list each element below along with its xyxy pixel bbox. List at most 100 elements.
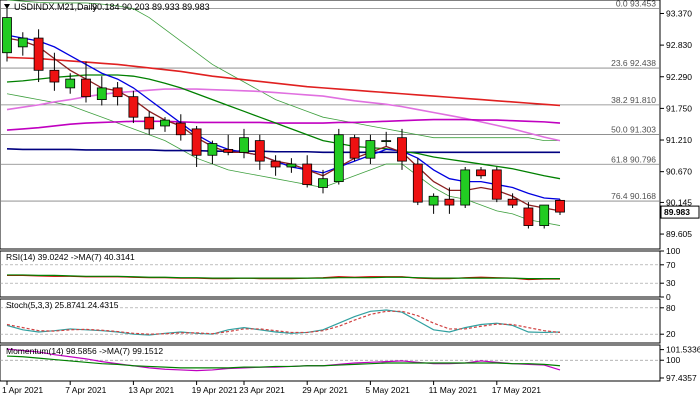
candle bbox=[191, 125, 202, 167]
moving-average-line bbox=[6, 118, 561, 131]
bearish-candle-body bbox=[254, 140, 265, 162]
candle bbox=[239, 128, 249, 159]
price-tick-label: 91.750 bbox=[666, 103, 692, 113]
indicator-panel-frame bbox=[0, 298, 661, 344]
time-tick-label: 5 May 2021 bbox=[365, 385, 410, 395]
bullish-candle-body bbox=[65, 78, 76, 89]
indicator-tick-label: 20 bbox=[666, 329, 676, 339]
candle bbox=[81, 61, 91, 103]
stochastic-panel[interactable]: Stoch(5,3,3) 25.8741 24.4315 80 20 bbox=[0, 298, 676, 344]
price-tick-label: 92.290 bbox=[666, 72, 692, 82]
candle bbox=[270, 155, 281, 176]
bullish-candle-body bbox=[286, 163, 297, 168]
bearish-candle-body bbox=[523, 207, 534, 226]
bearish-candle-body bbox=[191, 128, 202, 156]
bearish-candle-body bbox=[397, 137, 407, 162]
candle bbox=[507, 193, 518, 208]
candle bbox=[302, 155, 313, 188]
indicator-tick-label: 100 bbox=[666, 355, 680, 365]
price-panel[interactable]: 0.0 93.453 23.6 92.438 38.2 91.810 50.0 91.… bbox=[0, 0, 661, 250]
fibonacci-levels: 0.0 93.453 23.6 92.438 38.2 91.810 50.0 91.… bbox=[0, 0, 660, 202]
time-tick-label: 11 May 2021 bbox=[429, 385, 478, 395]
bearish-candle-body bbox=[112, 87, 123, 98]
candle bbox=[2, 8, 12, 62]
candle bbox=[49, 52, 60, 91]
indicator-tick-label: 101.5336 bbox=[666, 345, 700, 355]
indicator-series-line bbox=[6, 355, 561, 369]
candle bbox=[555, 199, 565, 216]
candle bbox=[144, 111, 155, 135]
indicator-tick-label: 97.4357 bbox=[666, 373, 697, 383]
bearish-candle-body bbox=[491, 169, 502, 200]
fib-level-label: 76.4 90.168 bbox=[611, 191, 656, 201]
bullish-candle-body bbox=[160, 119, 170, 127]
indicator-panel-frame bbox=[0, 250, 661, 298]
candle bbox=[539, 204, 550, 229]
price-tick-label: 90.145 bbox=[666, 197, 692, 207]
fib-level-label: 23.6 92.438 bbox=[611, 58, 656, 68]
rsi-panel[interactable]: RSI(14) 39.0242 ->MA(7) 40.3141 100 70 30 0 bbox=[0, 246, 680, 302]
candle bbox=[175, 114, 186, 141]
candlesticks bbox=[2, 8, 565, 229]
symbol-label: USDINDX.M21,Daily bbox=[14, 2, 98, 12]
price-tick-label: 89.605 bbox=[666, 229, 692, 239]
candle bbox=[460, 166, 471, 208]
momentum-panel[interactable]: Momentum(14) 98.5856 ->MA(7) 99.1512 101.… bbox=[0, 344, 700, 383]
candle bbox=[381, 131, 392, 147]
moving-average-line bbox=[6, 56, 561, 107]
candle bbox=[428, 193, 439, 214]
bullish-candle-body bbox=[2, 17, 12, 54]
bearish-candle-body bbox=[412, 163, 423, 203]
bearish-candle-body bbox=[507, 198, 518, 206]
bearish-candle-body bbox=[49, 69, 60, 83]
ohlc-label: 90.184 90.203 89.933 89.983 bbox=[92, 2, 210, 12]
bearish-candle-body bbox=[175, 122, 186, 136]
candle bbox=[349, 134, 360, 162]
time-tick-label: 13 Apr 2021 bbox=[128, 385, 174, 395]
candle bbox=[491, 166, 502, 203]
time-tick-label: 19 Apr 2021 bbox=[192, 385, 238, 395]
time-tick-label: 23 Apr 2021 bbox=[239, 385, 285, 395]
bullish-candle-body bbox=[17, 37, 28, 48]
candle bbox=[96, 76, 107, 106]
bearish-candle-body bbox=[81, 78, 91, 98]
candle bbox=[128, 90, 139, 124]
bullish-candle-body bbox=[365, 140, 376, 159]
fib-level-label: 50.0 91.303 bbox=[611, 125, 656, 135]
bearish-candle-body bbox=[476, 169, 486, 177]
moving-average-line bbox=[6, 148, 560, 154]
bullish-candle-body bbox=[96, 87, 107, 101]
bearish-candle-body bbox=[33, 37, 44, 71]
indicator-tick-label: 30 bbox=[666, 278, 676, 288]
bullish-candle-body bbox=[333, 134, 344, 183]
bearish-candle-body bbox=[144, 116, 155, 130]
indicator-tick-label: 80 bbox=[666, 303, 676, 313]
time-tick-label: 17 May 2021 bbox=[492, 385, 541, 395]
bearish-candle-body bbox=[349, 137, 360, 159]
price-tick-label: 93.370 bbox=[666, 8, 692, 18]
candle bbox=[333, 128, 344, 185]
chart-header: USDINDX.M21,Daily 90.184 90.203 89.933 8… bbox=[4, 2, 210, 12]
bullish-candle-body bbox=[539, 204, 550, 226]
candle bbox=[523, 202, 534, 229]
bollinger-upper-line bbox=[6, 0, 560, 142]
price-axis: 93.370 92.830 92.290 91.750 91.210 90.670 90.1… bbox=[660, 8, 700, 239]
candle bbox=[365, 134, 376, 165]
candle bbox=[160, 117, 170, 132]
candle bbox=[318, 169, 328, 194]
time-tick-label: 1 Apr 2021 bbox=[2, 385, 43, 395]
candle bbox=[397, 128, 407, 170]
bullish-candle-body bbox=[207, 143, 218, 156]
candle bbox=[17, 32, 28, 56]
time-tick-label: 7 Apr 2021 bbox=[65, 385, 106, 395]
indicator-label: RSI(14) 39.0242 ->MA(7) 40.3141 bbox=[6, 252, 135, 262]
moving-average-line bbox=[6, 74, 561, 180]
candle bbox=[412, 158, 423, 206]
bearish-candle-body bbox=[444, 198, 455, 206]
indicator-tick-label: 0 bbox=[666, 292, 671, 302]
indicator-series-line bbox=[6, 310, 561, 335]
bullish-candle-body bbox=[239, 137, 249, 153]
symbol-dropdown-icon[interactable] bbox=[4, 4, 10, 9]
candle bbox=[65, 73, 76, 94]
